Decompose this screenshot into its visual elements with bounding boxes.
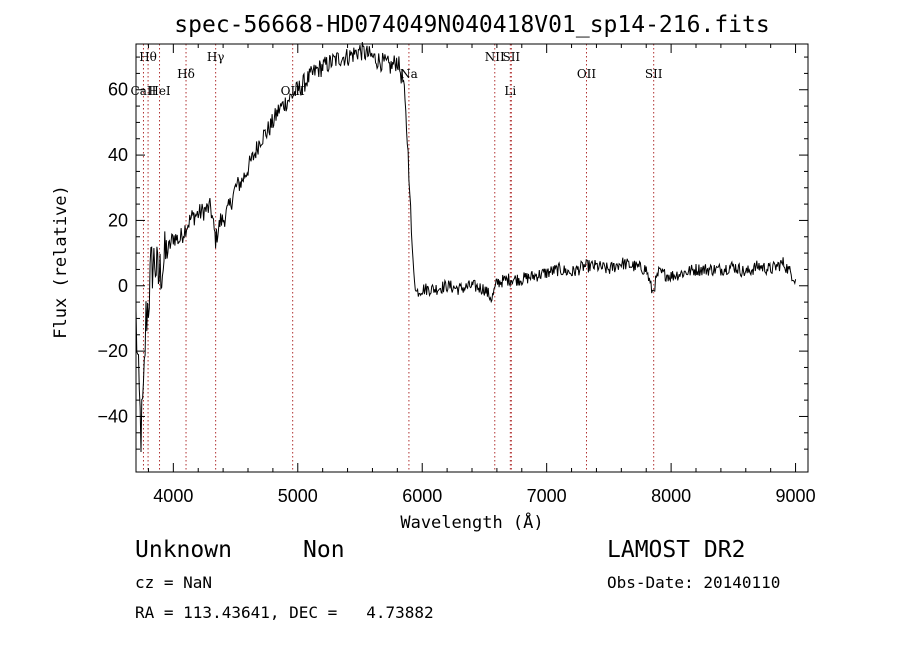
ref-line-label-4: Hγ [207,50,225,64]
plot-frame [135,43,809,473]
x-tick-label-1: 5000 [278,486,318,506]
y-axis-label: Flux (relative) [51,185,71,339]
subclass-label: Non [303,537,345,563]
spectrum-line [135,42,797,453]
ref-line-label-7: NII [485,50,505,64]
y-tick-label-1: −20 [97,341,128,361]
ref-line-label-8: SII [502,50,520,64]
y-tick-label-2: 0 [118,276,128,296]
ra-dec-label: RA = 113.43641, DEC = 4.73882 [135,603,434,622]
x-tick-label-4: 8000 [651,486,691,506]
ref-line-label-10: OII [577,67,597,81]
y-tick-label-4: 40 [108,145,128,165]
y-tick-labels: −40 −20 0 20 40 60 [97,80,128,427]
chart-title: spec-56668-HD074049N040418V01_sp14-216.f… [174,12,769,38]
obs-date-label: Obs-Date: 20140110 [607,573,781,592]
y-tick-label-5: 60 [108,80,128,100]
x-tick-labels: 4000 5000 6000 7000 8000 9000 [153,486,815,506]
x-tick-label-3: 7000 [527,486,567,506]
ref-line-label-9: Li [504,84,516,98]
redshift-label: cz = NaN [135,573,213,592]
survey-label: LAMOST DR2 [607,537,746,563]
ref-line-label-6: Na [400,67,418,81]
x-tick-label-0: 4000 [153,486,193,506]
y-tick-label-0: −40 [97,406,128,426]
x-tick-label-5: 9000 [776,486,816,506]
y-tick-label-3: 20 [108,210,128,230]
axis-ticks [136,44,808,472]
class-label: Unknown [135,537,232,563]
ref-line-label-2: HeI [148,84,171,98]
x-axis-label: Wavelength (Å) [400,511,543,533]
ref-line-label-0: Hθ [139,50,157,64]
x-tick-label-2: 6000 [402,486,442,506]
ref-line-label-1: CaII [131,84,157,98]
ref-line-label-11: SII [645,67,663,81]
series-group [135,42,797,453]
ref-line-label-3: Hδ [177,67,195,81]
